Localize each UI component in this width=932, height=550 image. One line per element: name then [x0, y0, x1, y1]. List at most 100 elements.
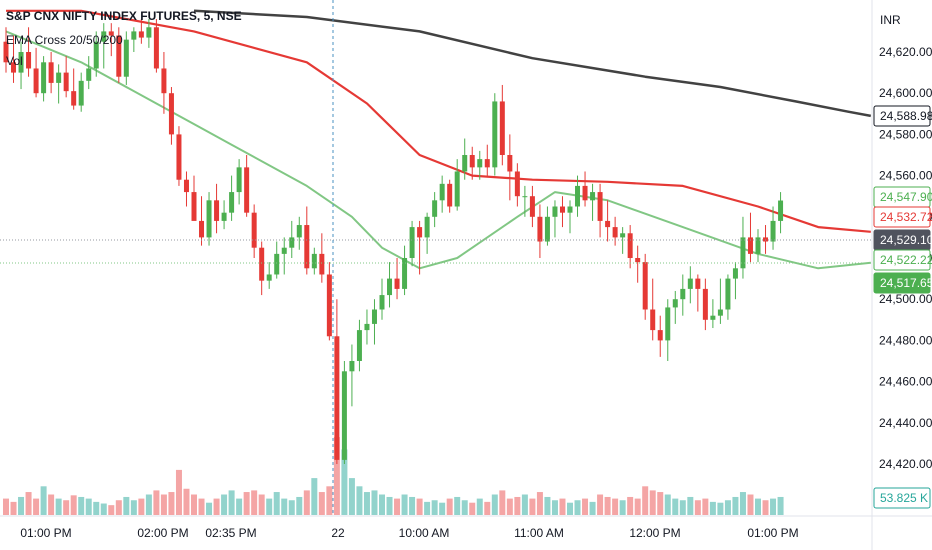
time-tick-label: 12:00 PM [629, 526, 680, 540]
volume-bar [251, 490, 258, 515]
candle-body [695, 278, 701, 289]
volume-bar [709, 501, 716, 515]
candle-body [387, 278, 393, 296]
volume-bar [544, 496, 551, 515]
volume-legend[interactable]: Vol [6, 54, 23, 68]
candle-body [763, 237, 769, 242]
candle-body [281, 247, 287, 254]
volume-bar [687, 496, 694, 515]
candle-body [78, 80, 84, 106]
candle-body [627, 233, 633, 258]
volume-bar [679, 500, 686, 515]
symbol-title[interactable]: S&P CNX NIFTY INDEX FUTURES, 5, NSE [6, 9, 242, 23]
candle-body [665, 307, 671, 341]
volume-bar [341, 449, 348, 515]
volume-bar [777, 496, 784, 515]
volume-bar [108, 505, 115, 515]
price-tag-label: 24,517.65 [880, 276, 932, 290]
candle-body [116, 35, 122, 77]
candle-body [529, 196, 535, 217]
candle-body [63, 72, 69, 92]
candle-body [402, 258, 408, 289]
volume-bar [115, 500, 122, 515]
price-tick-label: 24,560.00 [879, 169, 932, 183]
price-tag-box [873, 249, 931, 271]
candle-body [229, 192, 235, 213]
time-tick-label: 10:00 AM [399, 526, 450, 540]
price-tick-label: 24,460.00 [879, 375, 932, 389]
volume-bar [439, 502, 446, 515]
volume-bar [326, 486, 333, 515]
price-tag-box [873, 272, 931, 294]
volume-bar [476, 498, 483, 515]
volume-bar [100, 503, 107, 515]
candle-body [48, 62, 54, 83]
volume-bar [739, 492, 746, 515]
candle-body [274, 253, 280, 275]
candle-body [3, 41, 9, 63]
volume-bar [755, 498, 761, 515]
currency-label[interactable]: INR [880, 13, 901, 27]
candle-body [326, 274, 332, 337]
price-tag-filled: 24,517.65 [873, 272, 932, 294]
price-tick-label: 24,440.00 [879, 416, 932, 430]
candle-body [371, 309, 377, 324]
time-tick-label: 01:00 PM [20, 526, 71, 540]
volume-bar [724, 500, 731, 515]
volume-bar [394, 498, 401, 515]
volume-bar [153, 490, 160, 515]
volume-bar [446, 498, 453, 515]
candle-body [311, 253, 317, 269]
ema-20-line [5, 30, 871, 270]
candle-body [18, 52, 24, 73]
candle-body [717, 309, 723, 316]
volume-bar [379, 494, 385, 515]
volume-bar [371, 490, 378, 515]
ema-50-path [6, 9, 871, 233]
candle-body [153, 27, 159, 69]
candle-body [642, 262, 648, 310]
price-tag-outline: 24,547.90 [873, 186, 932, 208]
candle-body [552, 206, 558, 217]
volume-bar [694, 500, 701, 515]
volume-bar [619, 500, 626, 515]
candle-body [672, 299, 678, 308]
candle-body [259, 247, 265, 281]
volume-bar [236, 498, 243, 515]
volume-bar [551, 500, 558, 515]
volume-bar [281, 498, 288, 515]
candle-body [108, 31, 114, 36]
candle-body [778, 200, 784, 221]
volume-bar [55, 498, 62, 515]
candle-body [409, 227, 415, 258]
volume-bar [431, 500, 438, 515]
volume-bar [228, 490, 235, 515]
candle-body [454, 171, 460, 207]
price-tag-label: 24,532.72 [880, 210, 932, 224]
volume-bar [597, 494, 604, 515]
candle-body [191, 192, 197, 221]
volume-bar [649, 490, 656, 515]
candle-body [56, 72, 62, 83]
volume-bar [469, 502, 476, 515]
time-tick-label: 11:00 AM [514, 526, 564, 540]
candle-body [507, 155, 513, 172]
ema-cross-legend[interactable]: EMA Cross 20/50/200 [6, 33, 123, 47]
volume-bar [258, 494, 265, 515]
candle-body [199, 220, 205, 238]
candle-body [123, 39, 129, 77]
candle-body [146, 27, 152, 38]
volume-bar [25, 492, 32, 515]
volume-bar [409, 496, 416, 515]
volume-bar [160, 494, 167, 515]
candle-body [289, 237, 295, 248]
candle-body [605, 220, 611, 228]
volume-bar [672, 498, 679, 515]
candle-body [612, 227, 618, 238]
volume-bar [3, 498, 9, 515]
volume-bar [589, 501, 596, 515]
candle-body [206, 200, 212, 238]
candle-body [657, 330, 663, 341]
volume-bar [213, 498, 220, 515]
